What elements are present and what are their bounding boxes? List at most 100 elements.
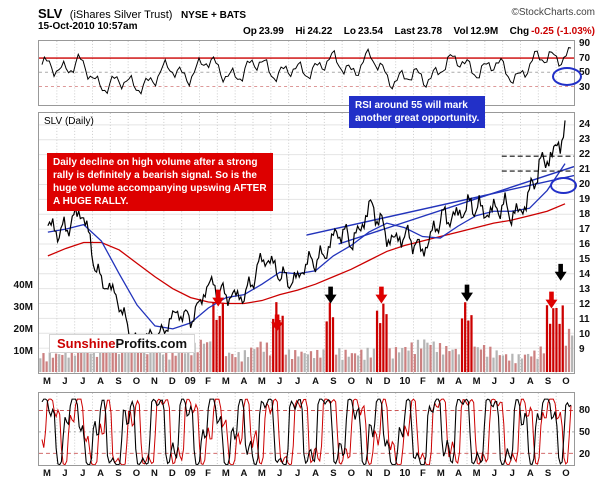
- volume-bar: [165, 349, 168, 373]
- x-axis-month-label: M: [42, 376, 51, 387]
- volume-bar: [353, 353, 357, 373]
- y-axis-tick-label: 20: [579, 449, 591, 460]
- volume-bar: [272, 318, 275, 373]
- volume-bar: [243, 350, 247, 373]
- volume-bar: [567, 328, 571, 373]
- volume-bar: [454, 348, 457, 373]
- change-label: Chg: [509, 26, 530, 37]
- volume-bar: [171, 349, 174, 373]
- volume-bar: [498, 355, 501, 373]
- volume-bar: [155, 349, 158, 373]
- x-axis-month-label: F: [205, 468, 211, 479]
- y-axis-tick-label: 12: [579, 299, 591, 310]
- volume-bar: [45, 361, 48, 373]
- stochastics-plot: [39, 393, 574, 465]
- rsi-annotation-note: RSI around 55 will mark another great op…: [349, 96, 486, 128]
- volume-bar: [250, 347, 253, 373]
- volume-bar: [61, 354, 64, 373]
- x-axis-month-label: O: [347, 376, 355, 387]
- x-axis-month-label: M: [436, 376, 445, 387]
- volume-bar: [335, 354, 338, 373]
- high-value: 24.22: [307, 26, 333, 37]
- volume-bar: [253, 349, 256, 373]
- volume-bar: [514, 363, 517, 373]
- volume-bar: [344, 349, 347, 373]
- x-axis-month-label: O: [562, 376, 570, 387]
- volume-bar: [284, 354, 287, 373]
- volume-bar: [520, 358, 523, 373]
- black-down-arrow: [324, 286, 337, 304]
- copyright-text: ©StockCharts.com: [511, 7, 595, 18]
- y-axis-tick-label: 14: [579, 269, 591, 280]
- volume-bar: [259, 341, 262, 373]
- volume-bar: [83, 348, 86, 373]
- x-axis-month-label: 09: [184, 468, 196, 479]
- volume-bar: [391, 358, 394, 373]
- volume-bar: [438, 343, 442, 373]
- volume-bar: [360, 349, 363, 373]
- volume-bar: [523, 354, 527, 373]
- x-axis-month-label: M: [472, 376, 481, 387]
- volume-bar: [375, 310, 379, 373]
- x-axis-month-label: S: [330, 468, 337, 479]
- volume-bar: [558, 323, 561, 373]
- volume-bar: [174, 355, 177, 373]
- y-axis-tick-label: 15: [579, 254, 591, 265]
- volume-bar: [555, 308, 558, 373]
- volume-bar: [460, 318, 464, 373]
- x-axis-month-label: O: [347, 468, 355, 479]
- volume-bar: [39, 358, 42, 373]
- volume-bar: [278, 320, 281, 373]
- volume-bar: [294, 350, 297, 373]
- ticker-symbol: SLV: [38, 6, 63, 21]
- company-name: (iShares Silver Trust): [69, 9, 173, 21]
- exchange-label: NYSE + BATS: [180, 10, 247, 21]
- stochastics-y-axis: 80 50 20: [578, 392, 602, 466]
- open-label: Op: [242, 26, 257, 37]
- low-label: Lo: [343, 26, 357, 37]
- volume-axis-tick-label: 20M: [13, 324, 33, 335]
- x-axis-month-label: J: [80, 468, 86, 479]
- volume-bar: [92, 341, 95, 373]
- stoch-k-line: [41, 398, 572, 465]
- black-down-arrow: [554, 263, 567, 281]
- volume-bar: [70, 346, 73, 373]
- x-axis-month-label: A: [97, 376, 105, 387]
- volume-bar: [187, 348, 190, 373]
- last-label: Last: [394, 26, 416, 37]
- rsi-note-line: RSI around 55 will mark: [355, 100, 468, 111]
- volume-bar: [366, 347, 369, 373]
- x-axis-month-label: A: [312, 376, 319, 387]
- volume-bar: [290, 359, 294, 373]
- quote-header: 15-Oct-2010 10:57am Op 23.99 Hi 24.22 Lo 23…: [38, 21, 595, 37]
- volume-bar: [407, 350, 410, 373]
- volume-bar: [479, 349, 483, 373]
- volume-bar: [571, 335, 574, 373]
- x-axis-month-label: J: [491, 468, 498, 479]
- x-axis-month-label: 10: [399, 468, 411, 479]
- x-axis-month-label: J: [80, 376, 86, 387]
- rsi-y-axis: 90 70 50 30: [578, 38, 602, 106]
- x-axis-month-label: O: [132, 376, 141, 387]
- price-highlight-circle: [550, 177, 577, 194]
- stochastics-panel: [38, 392, 575, 466]
- volume-bar: [347, 356, 350, 373]
- y-axis-tick-label: 23: [579, 134, 591, 145]
- y-axis-tick-label: 80: [579, 405, 591, 416]
- price-y-axis: 24 23 22 21 20 19 18 17 16 15 14 13 12 11 10 9: [578, 112, 602, 374]
- volume-bar: [158, 349, 162, 373]
- volume-bar: [394, 347, 398, 373]
- volume-bar: [508, 360, 511, 373]
- volume-bar: [199, 339, 202, 373]
- volume-y-axis: 40M 30M 20M 10M: [2, 112, 36, 374]
- volume-bar: [287, 349, 291, 373]
- x-axis-month-label: D: [383, 468, 391, 479]
- volume-bar: [42, 353, 45, 373]
- volume-bar: [338, 348, 341, 373]
- y-axis-tick-label: 24: [579, 119, 591, 130]
- rsi-highlight-circle: [552, 67, 582, 86]
- volume-bar: [404, 347, 407, 373]
- volume-bar: [517, 354, 520, 373]
- volume-bar: [416, 339, 420, 373]
